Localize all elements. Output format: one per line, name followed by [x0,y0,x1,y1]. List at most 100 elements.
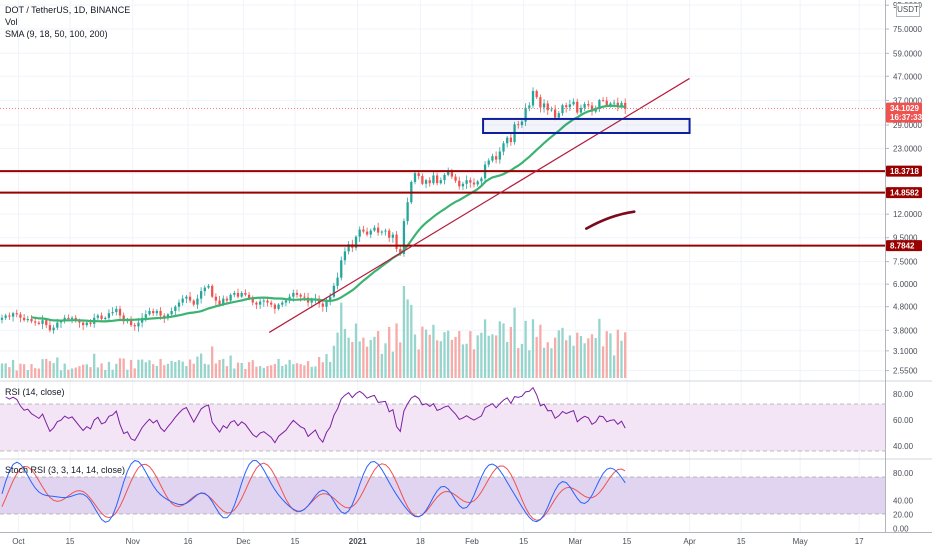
candle-body [244,292,247,295]
sma-label[interactable]: SMA (9, 18, 50, 100, 200) [5,29,108,39]
volume-bar [461,344,465,378]
candle-body [52,327,55,331]
chart-legend: DOT / TetherUS, 1D, BINANCE Vol SMA (9, … [5,4,130,40]
symbol-title[interactable]: DOT / TetherUS, 1D, BINANCE [5,5,131,15]
volume-bar [410,304,413,378]
candle-body [152,310,155,314]
volume-bar [539,324,542,378]
volume-bar [96,367,100,378]
volume-bar [399,342,402,378]
volume-bar [388,326,391,378]
rsi-label[interactable]: RSI (14, close) [5,387,65,397]
horizontal-levels[interactable] [0,170,885,247]
rsi-pane[interactable] [0,386,885,452]
volume-bar [288,359,291,378]
volume-bar [524,320,527,378]
price-tag [886,102,922,123]
currency-button[interactable]: USDT [896,3,920,17]
volume-bar [299,364,302,378]
stoch-axis[interactable]: 80.00 40.00 20.00 0.00 [893,469,914,534]
volume-bar [166,363,170,378]
candle-body [402,221,406,254]
candle-body [174,306,177,311]
candle-body [605,100,608,106]
candle-body [542,103,546,108]
volume-bar [546,342,549,378]
time-axis[interactable]: Oct 15 Nov 16 Dec 15 2021 18 Feb 15 Mar 15 Apr 15 May 1… [12,537,864,546]
volume-bar [41,359,44,378]
candle-body [122,315,125,322]
stoch-rsi-label[interactable]: Stoch RSI (3, 3, 14, 14, close) [5,465,126,475]
candle-body [524,107,527,122]
volume-bar [384,343,387,378]
support-zone-box[interactable] [482,117,691,134]
volume-bar [413,334,417,378]
volume-bar [30,364,33,378]
candle-body [56,322,59,328]
volume-bar [45,358,48,378]
price-pane[interactable] [0,4,885,378]
volume-bar [498,321,501,378]
candle-body [472,182,476,185]
volume-bar [365,346,369,378]
stoch-band-fill [0,477,885,514]
candle-body [616,102,619,107]
volume-bar [26,370,29,378]
volume-bar [624,332,627,378]
volume-label[interactable]: Vol [5,17,18,27]
volume-bar [310,366,313,378]
volume-bar [469,331,472,378]
volume-bar [74,367,77,378]
stoch-tick-label: 20.00 [893,511,914,520]
volume-bar [233,368,236,378]
candle-body [59,321,63,323]
time-tick-label: 18 [416,537,425,546]
price-axis[interactable]: 95.000075.000059.000047.000037.000029.00… [885,0,922,532]
candle-body [550,109,553,111]
volume-bar [565,340,568,378]
price-tick-label: 75.0000 [893,25,922,34]
candle-body [11,313,15,317]
volume-bar [572,345,575,378]
candle-body [137,322,140,327]
candle-body [8,315,11,317]
volume-bar [34,368,37,378]
candle-body [34,321,37,323]
volume-bar [391,351,395,378]
candle-body [41,320,44,324]
volume-bar [19,363,22,378]
candle-body [115,308,118,313]
volume-bar [520,344,524,378]
volume-bar [553,337,557,378]
drawn-curve[interactable] [585,210,636,230]
trendline[interactable] [268,77,690,333]
candle-body [255,302,258,305]
candle-body [229,294,232,301]
stoch-rsi-pane[interactable] [0,460,885,523]
volume-bar [458,331,461,378]
candle-body [207,285,210,288]
volume-bar [188,359,192,378]
rsi-tick-label: 80.00 [893,390,914,399]
candle-body [502,143,505,152]
candle-body [579,107,583,113]
volume-bar [417,349,420,378]
volume-bar [126,369,129,378]
volume-bar [620,340,623,378]
candle-body [270,302,273,305]
candle-body [509,137,513,143]
rsi-axis[interactable]: 80.00 60.00 40.00 [893,390,914,451]
candle-body [565,105,568,108]
price-tick-label: 4.8000 [893,303,918,312]
volume-bar [277,358,280,378]
volume-bar [284,364,288,378]
price-tick-label: 23.0000 [893,144,922,153]
time-tick-label: Feb [465,537,479,546]
candle-body [192,300,195,305]
volume-bar [148,360,151,378]
candle-body [159,310,162,316]
volume-bar [196,356,199,378]
candle-body [133,325,136,327]
